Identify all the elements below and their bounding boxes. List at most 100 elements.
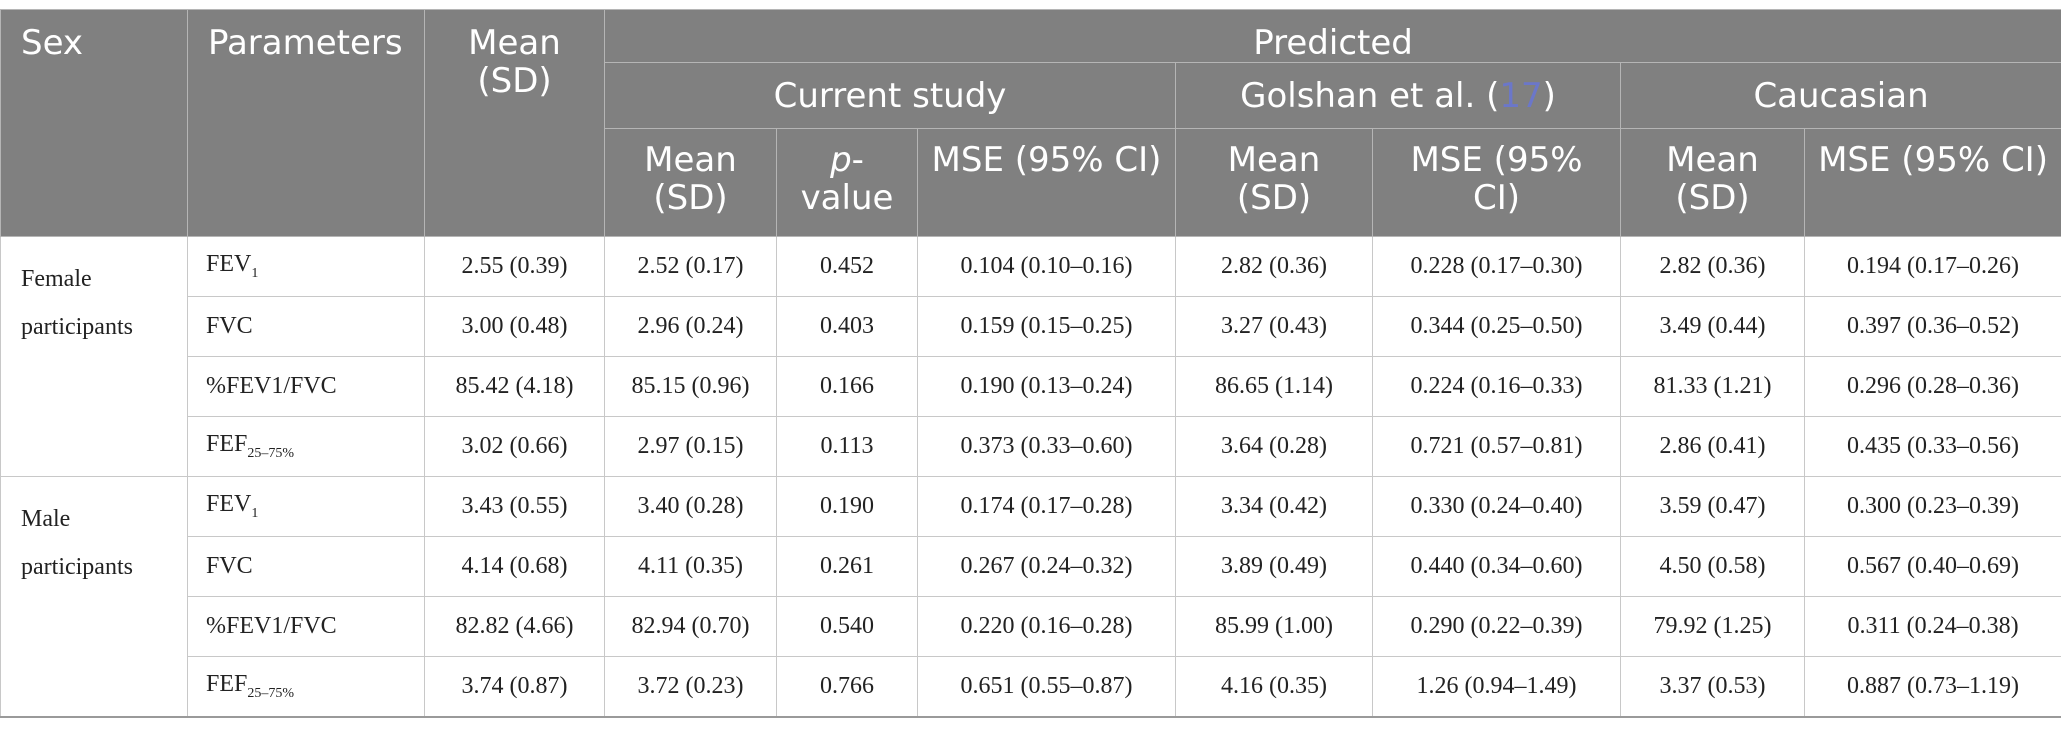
cell-c-mean: 3.59 (0.47) [1620, 476, 1805, 537]
header-predicted: Predicted [603, 9, 2061, 63]
cell-p: 0.113 [776, 416, 918, 477]
cell-p: 0.166 [776, 356, 918, 417]
table-header: Sex Parameters Mean (SD) Predicted Curre… [0, 9, 2061, 237]
golshan-label: Golshan et al. ( [1240, 76, 1500, 116]
table-row: %FEV1/FVC 82.82 (4.66) 82.94 (0.70) 0.540 0.… [1, 596, 2061, 657]
cell-cs-mse: 0.104 (0.10–0.16) [917, 236, 1176, 297]
cell-mean: 3.02 (0.66) [424, 416, 605, 477]
cell-g-mse: 0.721 (0.57–0.81) [1372, 416, 1621, 477]
cell-g-mse: 1.26 (0.94–1.49) [1372, 656, 1621, 717]
golshan-reference-link[interactable]: 17 [1499, 76, 1543, 116]
parameter-name: FVC [206, 553, 253, 579]
table-row: Female participants FEV1 2.55 (0.39) 2.52 (0… [0, 236, 2061, 477]
cell-mean: 2.55 (0.39) [424, 236, 605, 297]
parameter-cell: FVC [187, 536, 425, 597]
cell-c-mse: 0.397 (0.36–0.52) [1803, 296, 2061, 357]
cell-mean: 85.42 (4.18) [424, 356, 605, 417]
spirometry-table: Sex Parameters Mean (SD) Predicted Curre… [0, 9, 2061, 718]
header-sd-label: (SD) [477, 61, 552, 101]
cell-mean: 4.14 (0.68) [424, 536, 605, 597]
cell-cs-mse: 0.267 (0.24–0.32) [917, 536, 1176, 597]
mse-line1: MSE (95% [1410, 140, 1583, 180]
cell-g-mse: 0.228 (0.17–0.30) [1372, 236, 1621, 297]
header-c-mse: MSE (95% CI) [1803, 128, 2061, 237]
sex-label: Female [21, 266, 92, 292]
cell-cs-mean: 2.96 (0.24) [604, 296, 777, 357]
parameter-subscript: 1 [251, 265, 259, 281]
parameter-subscript: 1 [251, 505, 259, 521]
cell-g-mean: 2.82 (0.36) [1175, 236, 1373, 297]
cell-g-mse: 0.330 (0.24–0.40) [1372, 476, 1621, 537]
parameter-name: FEF [206, 431, 248, 458]
table-row: FVC 4.14 (0.68) 4.11 (0.35) 0.261 0.267 (0.2… [1, 536, 2061, 597]
p-dash: - [851, 140, 864, 180]
sub-sd-label: (SD) [653, 178, 728, 218]
header-mean-label: Mean [468, 23, 561, 63]
parameter-name: FEF [206, 670, 248, 697]
cell-c-mse: 0.887 (0.73–1.19) [1803, 656, 2061, 717]
table-row: %FEV1/FVC 85.42 (4.18) 85.15 (0.96) 0.166 0.… [1, 356, 2061, 417]
header-caucasian: Caucasian [1619, 62, 2061, 129]
cell-mean: 3.74 (0.87) [424, 656, 605, 717]
cell-c-mean: 4.50 (0.58) [1620, 536, 1805, 597]
parameter-cell: FEF25–75% [187, 416, 425, 477]
table-row: FEF25–75% 3.74 (0.87) 3.72 (0.23) 0.766 0.65… [1, 656, 2061, 717]
header-parameters: Parameters [187, 9, 425, 237]
sex-label-2: participants [21, 554, 133, 580]
cell-c-mean: 3.49 (0.44) [1620, 296, 1805, 357]
sex-cell: Male participants [0, 476, 188, 717]
cell-c-mean: 3.37 (0.53) [1620, 656, 1805, 717]
table-row: Male participants FEV1 3.43 (0.55) 3.40 (0.2… [0, 476, 2061, 717]
cell-c-mean: 2.82 (0.36) [1620, 236, 1805, 297]
cell-g-mse: 0.290 (0.22–0.39) [1372, 596, 1621, 657]
sex-cell: Female participants [0, 236, 188, 477]
sub-mean-label: Mean [1666, 140, 1759, 180]
cell-c-mean: 2.86 (0.41) [1620, 416, 1805, 477]
cell-c-mean: 79.92 (1.25) [1620, 596, 1805, 657]
cell-cs-mean: 2.52 (0.17) [604, 236, 777, 297]
parameter-cell: %FEV1/FVC [187, 596, 425, 657]
parameter-name: %FEV1/FVC [206, 373, 337, 399]
sex-label-2: participants [21, 314, 133, 340]
cell-g-mean: 3.64 (0.28) [1175, 416, 1373, 477]
parameter-subscript: 25–75% [247, 685, 295, 701]
value-label: value [800, 178, 894, 218]
header-cs-mean: Mean (SD) [604, 128, 777, 237]
cell-c-mse: 0.194 (0.17–0.26) [1803, 236, 2061, 297]
sub-mean-label: Mean [1227, 140, 1321, 180]
cell-p: 0.766 [776, 656, 918, 717]
cell-cs-mse: 0.373 (0.33–0.60) [917, 416, 1176, 477]
golshan-paren: ) [1542, 76, 1556, 116]
sub-sd-label: (SD) [1675, 178, 1750, 218]
parameter-cell: FEV1 [187, 236, 425, 297]
cell-c-mean: 81.33 (1.21) [1620, 356, 1805, 417]
cell-c-mse: 0.300 (0.23–0.39) [1803, 476, 2061, 537]
parameter-name: FVC [206, 313, 253, 339]
cell-g-mean: 3.89 (0.49) [1175, 536, 1373, 597]
cell-c-mse: 0.567 (0.40–0.69) [1803, 536, 2061, 597]
cell-g-mean: 86.65 (1.14) [1175, 356, 1373, 417]
parameter-cell: FEF25–75% [187, 656, 425, 717]
cell-cs-mean: 82.94 (0.70) [604, 596, 777, 657]
cell-g-mean: 3.34 (0.42) [1175, 476, 1373, 537]
mse-line2: CI) [1472, 178, 1521, 218]
cell-c-mse: 0.296 (0.28–0.36) [1803, 356, 2061, 417]
cell-g-mean: 3.27 (0.43) [1175, 296, 1373, 357]
cell-g-mse: 0.440 (0.34–0.60) [1372, 536, 1621, 597]
parameter-name: FEV [206, 251, 252, 278]
cell-cs-mean: 3.40 (0.28) [604, 476, 777, 537]
parameter-subscript: 25–75% [247, 445, 295, 461]
cell-p: 0.540 [776, 596, 918, 657]
cell-cs-mean: 2.97 (0.15) [604, 416, 777, 477]
parameter-cell: FEV1 [187, 476, 425, 537]
parameter-cell: FVC [187, 296, 425, 357]
cell-p: 0.190 [776, 476, 918, 537]
header-c-mean: Mean (SD) [1620, 128, 1805, 237]
sub-mean-label: Mean [644, 140, 737, 180]
table-body: Female participants FEV1 2.55 (0.39) 2.52 (0… [0, 236, 2061, 717]
cell-cs-mse: 0.651 (0.55–0.87) [917, 656, 1176, 717]
cell-mean: 82.82 (4.66) [424, 596, 605, 657]
cell-g-mse: 0.344 (0.25–0.50) [1372, 296, 1621, 357]
cell-g-mean: 85.99 (1.00) [1175, 596, 1373, 657]
cell-mean: 3.43 (0.55) [424, 476, 605, 537]
